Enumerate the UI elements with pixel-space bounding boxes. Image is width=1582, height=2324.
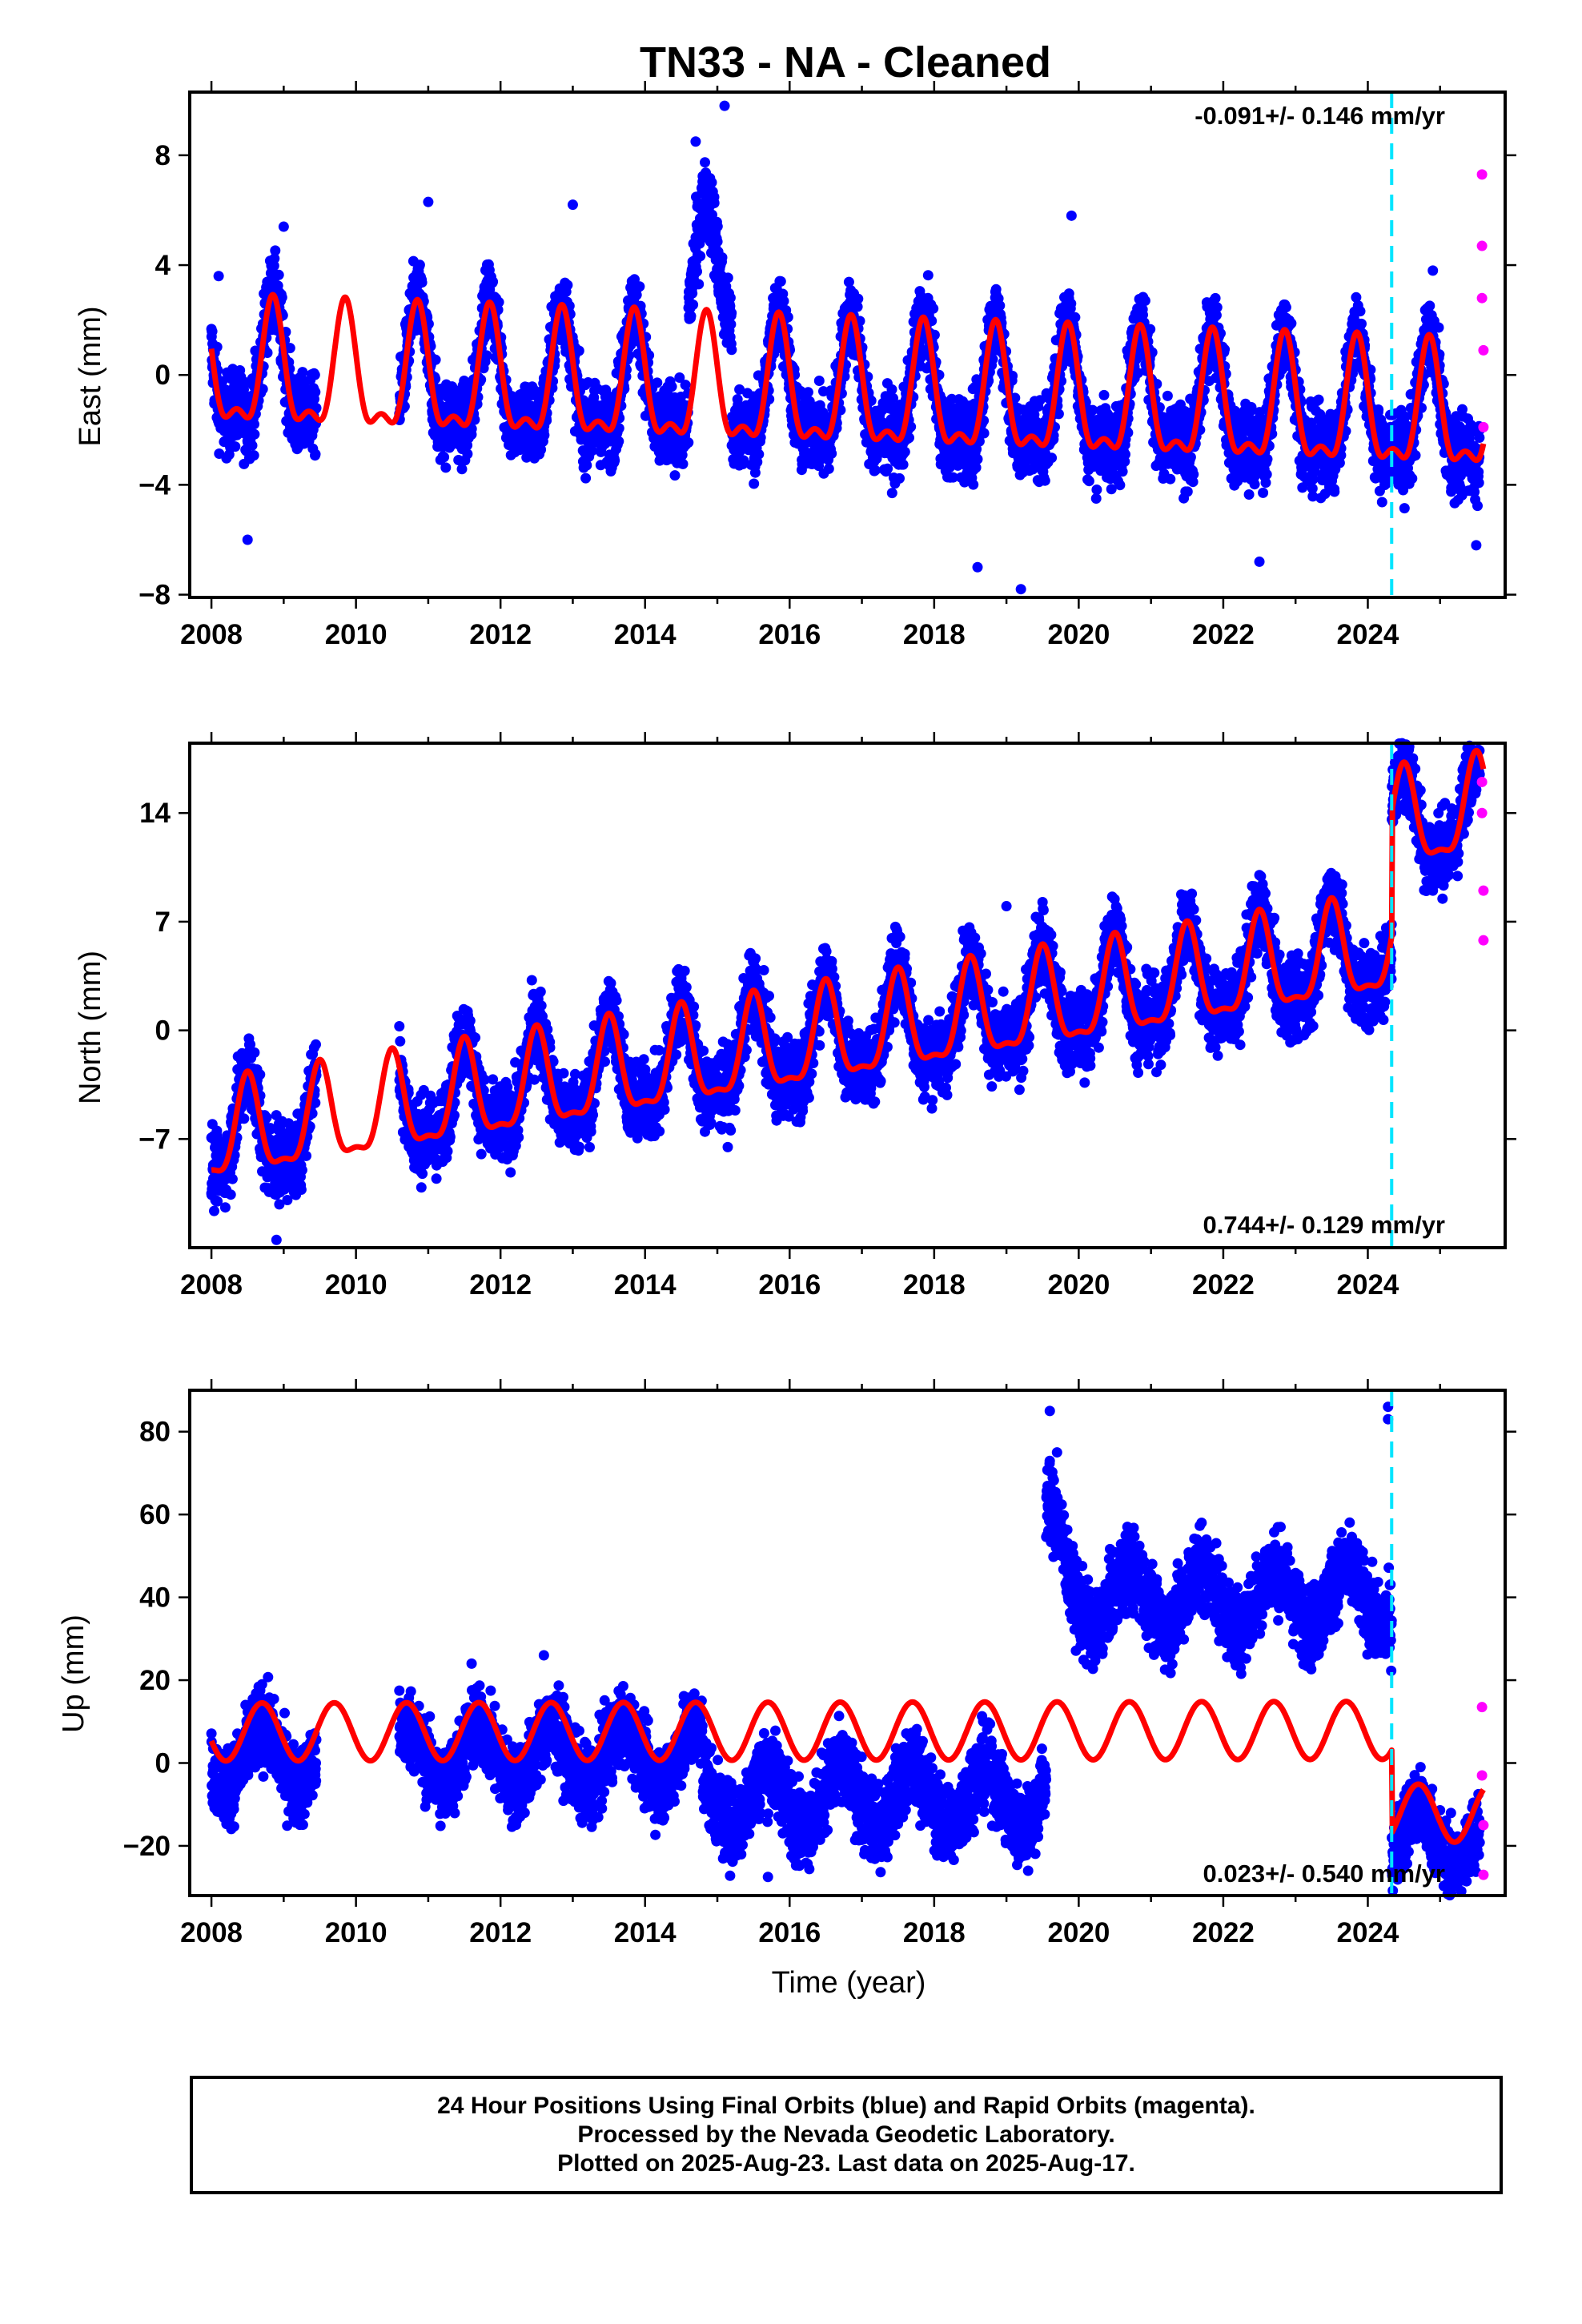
east-final-orbit-point	[853, 294, 863, 304]
east-final-orbit-point	[693, 279, 704, 289]
east-final-orbit-point	[1188, 469, 1199, 480]
east-final-orbit-point	[1263, 454, 1273, 464]
east-final-orbit-point	[750, 468, 761, 478]
east-final-orbit-point	[562, 280, 572, 291]
east-final-orbit-point	[753, 449, 764, 460]
east-final-orbit-point	[482, 350, 492, 360]
east-final-orbit-point	[1140, 296, 1150, 306]
east-final-orbit-point	[652, 377, 662, 388]
east-final-orbit-point	[670, 470, 681, 480]
east-final-orbit-point	[779, 296, 789, 307]
east-final-orbit-point	[274, 270, 284, 280]
east-final-orbit-point	[803, 387, 813, 397]
east-final-orbit-point	[310, 370, 320, 380]
east-final-orbit-point	[1250, 479, 1260, 489]
east-final-orbit-point	[713, 221, 723, 231]
east-final-orbit-point	[725, 292, 736, 303]
east-final-orbit-point	[700, 157, 710, 167]
east-final-orbit-point	[270, 245, 280, 255]
east-final-orbit-point	[1099, 390, 1110, 400]
east-final-orbit-point	[973, 454, 983, 464]
east-final-orbit-point	[1262, 469, 1272, 480]
east-final-orbit-point	[1046, 452, 1057, 463]
east-final-orbit-point	[494, 297, 504, 308]
east-final-orbit-point	[707, 177, 717, 187]
east-panel: 2008 2010 2012 2014 2016 2018 2020 2022 2024−8−4…	[74, 81, 1516, 650]
east-final-orbit-point	[887, 488, 897, 498]
east-final-orbit-point	[440, 462, 451, 472]
east-final-orbit-point	[814, 376, 825, 386]
east-final-orbit-point	[634, 281, 644, 292]
east-final-orbit-point	[894, 473, 905, 484]
east-final-orbit-point	[687, 288, 697, 299]
east-final-orbit-point	[726, 344, 737, 355]
east-final-orbit-point	[923, 270, 934, 280]
east-final-orbit-point	[1118, 466, 1128, 476]
east-final-orbit-point	[249, 419, 259, 429]
east-final-orbit-point	[297, 367, 307, 377]
east-final-orbit-point	[311, 449, 321, 460]
east-final-orbit-point	[415, 259, 425, 270]
east-final-orbit-point	[695, 251, 705, 261]
east-final-orbit-point	[928, 304, 938, 314]
east-final-orbit-point	[686, 311, 697, 321]
east-final-orbit-point	[1186, 452, 1196, 462]
east-final-orbit-point	[898, 460, 909, 470]
east-final-orbit-point	[574, 346, 584, 356]
east-final-orbit-point	[310, 387, 320, 397]
east-final-orbit-point	[723, 272, 733, 283]
east-final-orbit-point	[207, 326, 218, 336]
east-final-orbit-point	[431, 355, 441, 365]
east-final-orbit-point	[692, 267, 702, 277]
east-final-orbit-point	[247, 440, 258, 451]
east-final-orbit-point	[1040, 476, 1050, 486]
east-final-orbit-point	[1211, 293, 1221, 304]
east-final-orbit-point	[580, 473, 591, 484]
east-final-orbit-point	[1258, 488, 1268, 498]
east-final-orbit-point	[1120, 449, 1130, 460]
east-final-orbit-point	[539, 430, 549, 440]
east-final-orbit-point	[968, 480, 978, 490]
east-final-orbit-point	[870, 465, 881, 476]
east-final-orbit-point	[1182, 486, 1193, 497]
east-final-orbit-point	[1244, 489, 1255, 500]
east-final-orbit-point	[439, 452, 449, 462]
east-final-orbit-point	[417, 277, 428, 287]
east-final-orbit-point	[826, 448, 837, 459]
east-final-orbit-point	[1084, 476, 1094, 486]
east-final-orbit-point	[1114, 480, 1125, 490]
east-final-orbit-point	[1165, 474, 1175, 485]
east-final-orbit-point	[462, 448, 472, 459]
east-final-orbit-point	[882, 464, 893, 474]
east-final-orbit-point	[1212, 302, 1223, 312]
east-final-orbit-point	[749, 479, 759, 489]
east-final-orbit-point	[1066, 299, 1076, 309]
east-final-orbit-point	[1091, 485, 1102, 495]
east-final-orbit-point	[717, 252, 728, 263]
east-final-orbit-point	[678, 459, 689, 469]
east-final-orbit-point	[613, 436, 624, 447]
east-final-orbit-point	[249, 429, 259, 440]
east-final-orbit-point	[230, 441, 240, 452]
east-final-orbit-point	[1070, 312, 1080, 323]
east-final-orbit-point	[900, 447, 910, 457]
east-final-orbit-point	[824, 464, 834, 474]
figure-title: TN33 - NA - Cleaned	[640, 38, 1051, 86]
east-final-orbit-point	[1064, 288, 1074, 299]
east-final-orbit-point	[609, 456, 620, 466]
time-series-figure: TN33 - NA - Cleaned 2008 2010 2012 2014 2016…	[0, 0, 1582, 2324]
east-final-orbit-point	[726, 308, 737, 318]
east-final-orbit-point	[667, 381, 677, 392]
east-final-orbit-point	[979, 428, 990, 439]
east-final-orbit-point	[688, 300, 698, 310]
east-final-orbit-point	[488, 276, 498, 287]
east-final-orbit-point	[1162, 391, 1173, 401]
east-final-orbit-point	[249, 450, 259, 460]
east-final-orbit-point	[709, 198, 720, 208]
east-final-orbit-point	[683, 437, 693, 448]
east-final-orbit-point	[776, 276, 786, 287]
east-final-orbit-point	[713, 236, 723, 247]
